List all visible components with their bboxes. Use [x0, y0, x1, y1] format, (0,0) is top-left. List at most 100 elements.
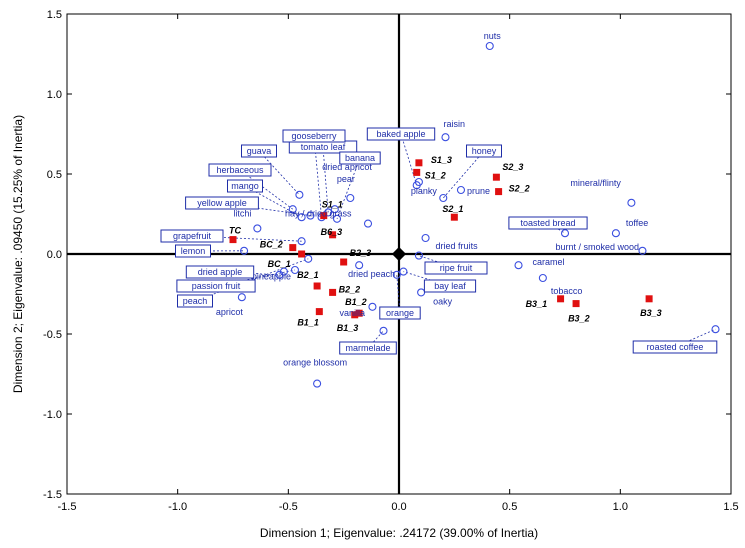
- sample-point: [340, 258, 348, 266]
- points-layer: [229, 41, 720, 388]
- attribute-label: tobacco: [551, 286, 583, 296]
- label-box: [632, 340, 718, 354]
- boxed-attribute-label: baked apple: [376, 129, 425, 139]
- y-tick-label: 1.5: [47, 9, 62, 21]
- sample-point: [557, 295, 565, 303]
- attribute-label: litchi: [233, 208, 251, 218]
- sample-point: [572, 300, 580, 308]
- boxed-attribute-point: [295, 190, 304, 199]
- sample-point: [492, 173, 500, 181]
- sample-point: [315, 308, 323, 316]
- sample-point: [329, 231, 337, 239]
- attribute-label: dried fruits: [436, 241, 479, 251]
- attribute-label: dried apricot: [322, 162, 372, 172]
- boxed-attribute-point: [306, 211, 315, 220]
- attribute-point: [346, 193, 355, 203]
- leader-line: [239, 169, 293, 210]
- sample-label: B6_3: [321, 227, 343, 237]
- label-box: [208, 163, 272, 177]
- attribute-label: orange blossom: [283, 358, 347, 368]
- label-box: [466, 144, 502, 158]
- labels-layer: nuts raisin planky prune mineral/flinty toffe…: [160, 31, 718, 368]
- sample-point: [298, 250, 306, 258]
- attribute-point: [611, 229, 620, 238]
- y-tick-label: 1.0: [47, 89, 62, 101]
- sample-point: [450, 213, 458, 221]
- boxed-attribute-label: lemon: [181, 246, 206, 256]
- attribute-point: [485, 41, 494, 51]
- attribute-point: [237, 293, 246, 302]
- attribute-point: [330, 205, 339, 214]
- y-tick-label: 0.5: [47, 169, 62, 181]
- boxed-attribute-label: bay leaf: [434, 281, 466, 291]
- sample-point: [351, 311, 359, 319]
- x-tick-label: 0.0: [391, 501, 406, 513]
- boxed-attribute-point: [439, 193, 448, 203]
- attribute-point: [538, 273, 547, 283]
- leader-line: [400, 133, 418, 186]
- boxed-attribute-label: gooseberry: [291, 131, 337, 141]
- leader-line: [418, 255, 457, 269]
- attribute-point: [363, 219, 373, 228]
- boxed-attribute-label: grapefruit: [173, 231, 212, 241]
- attribute-point: [421, 233, 430, 243]
- boxed-attribute-label: tomato leaf: [301, 142, 346, 152]
- attribute-label: raisin: [443, 119, 465, 129]
- attribute-label: mineral/flinty: [570, 178, 621, 188]
- boxed-attribute-label: yellow apple: [197, 198, 247, 208]
- boxed-attribute-label: honey: [472, 146, 497, 156]
- boxed-attribute-point: [240, 246, 249, 255]
- x-tick-label: 0.5: [502, 501, 517, 513]
- sample-label: B1_2: [345, 297, 367, 307]
- sample-label: B3_1: [526, 299, 548, 309]
- sample-label: B3_3: [640, 308, 662, 318]
- label-box: [366, 127, 436, 141]
- boxed-attribute-label: roasted coffee: [647, 342, 704, 352]
- boxed-attribute-point: [275, 270, 284, 279]
- boxed-attribute-point: [711, 325, 720, 334]
- x-tick-label: -0.5: [279, 501, 298, 513]
- boxed-attribute-point: [392, 270, 401, 279]
- tick-layer: -1.5 -1.0 -0.5 0.0 0.5 1.0 1.5 1.5 1.0 0.5 0.0 -0.5…: [43, 9, 739, 513]
- label-box: [176, 279, 256, 293]
- label-box: [339, 341, 397, 355]
- boxed-attribute-point: [304, 254, 313, 263]
- origin-marker: [391, 246, 407, 262]
- boxed-attribute-label: mango: [231, 181, 259, 191]
- y-tick-label: -0.5: [43, 329, 62, 341]
- label-box: [160, 229, 224, 243]
- sample-label: BC_1: [268, 259, 291, 269]
- label-box: [282, 129, 346, 143]
- y-tick-label: -1.5: [43, 489, 62, 501]
- sample-label: S1_3: [431, 155, 452, 165]
- x-tick-label: 1.5: [723, 501, 738, 513]
- y-tick-label: -1.0: [43, 409, 62, 421]
- boxed-attribute-label: passion fruit: [192, 281, 241, 291]
- label-box: [185, 265, 255, 279]
- boxed-attribute-label: orange: [386, 308, 414, 318]
- sample-label: S1_2: [425, 170, 446, 180]
- sample-point: [415, 159, 423, 167]
- attribute-label: vanilla: [339, 308, 365, 318]
- boxed-attribute-label: banana: [345, 153, 375, 163]
- label-box: [241, 144, 277, 158]
- attribute-point: [441, 133, 450, 142]
- y-tick-label: 0.0: [47, 249, 62, 261]
- boxed-attribute-label: herbaceous: [216, 165, 264, 175]
- boxed-attribute-label: peach: [183, 296, 208, 306]
- boxed-attribute-point: [288, 205, 297, 214]
- x-tick-label: -1.5: [58, 501, 77, 513]
- boxed-attribute-label: marmelade: [345, 343, 390, 353]
- boxed-attribute-point: [399, 267, 408, 276]
- sample-point: [320, 212, 328, 220]
- boxed-attribute-label: dried apple: [198, 267, 243, 277]
- sample-label: S2_2: [509, 184, 530, 194]
- boxed-attribute-point: [560, 229, 570, 238]
- label-box: [423, 279, 477, 293]
- sample-label: B3_2: [568, 314, 590, 324]
- sample-point: [495, 188, 503, 196]
- label-box: [175, 244, 211, 258]
- label-box: [508, 216, 588, 230]
- boxed-attribute-point: [290, 265, 300, 275]
